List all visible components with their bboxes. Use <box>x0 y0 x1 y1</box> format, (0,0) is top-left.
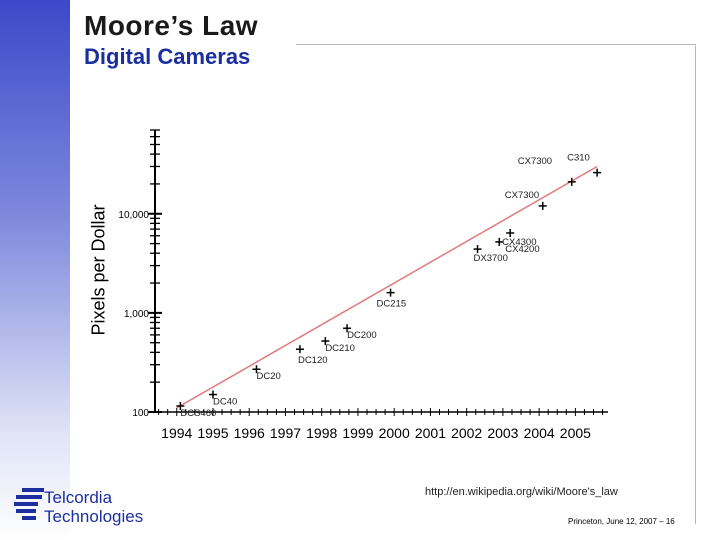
y-tick-labels: 100 1,000 10,000 <box>118 210 149 419</box>
y-minor-ticks <box>148 129 162 413</box>
x-tick-label: 1994 <box>161 425 192 441</box>
x-tick-label: 1998 <box>306 425 337 441</box>
x-tick-label: 1995 <box>197 425 228 441</box>
data-point <box>538 201 547 210</box>
x-tick-label: 2001 <box>415 425 446 441</box>
x-tick-label: 2004 <box>524 425 555 441</box>
x-minor-ticks <box>158 408 604 416</box>
data-point-label: CX4200 <box>505 244 539 255</box>
slide-subtitle: Digital Cameras <box>84 44 251 69</box>
data-point <box>473 245 482 254</box>
source-url[interactable]: http://en.wikipedia.org/wiki/Moore's_law <box>425 486 618 498</box>
y-tick-label: 10,000 <box>118 210 149 221</box>
data-point <box>208 390 217 399</box>
x-tick-label: 2005 <box>560 425 591 441</box>
x-tick-label: 2003 <box>487 425 518 441</box>
footer-text: Princeton, June 12, 2007 – 16 <box>568 517 675 526</box>
data-point <box>593 168 602 177</box>
data-point-label: DC20 <box>256 371 280 382</box>
x-tick-label: 2000 <box>379 425 410 441</box>
data-point-label: C310 <box>567 153 590 164</box>
data-point-label: CX4300 <box>502 237 536 248</box>
data-point-label: DC210 <box>325 343 355 354</box>
data-point <box>495 237 504 246</box>
sidebar-gradient <box>0 0 70 540</box>
data-point <box>252 365 261 374</box>
data-point <box>506 228 515 237</box>
data-point-label: DX3700 <box>474 253 508 264</box>
x-tick-label: 1997 <box>270 425 301 441</box>
x-tick-label: 1999 <box>342 425 373 441</box>
frame-top-rule <box>296 44 696 45</box>
data-point <box>343 324 352 333</box>
logo-line-1: Telcordia <box>44 488 113 507</box>
x-tick-label: 1996 <box>234 425 265 441</box>
data-point <box>176 401 185 410</box>
data-point-label: DC215 <box>377 299 407 310</box>
data-point-label: DC40 <box>213 397 237 408</box>
data-point-label: DC200 <box>347 330 377 341</box>
y-tick-label: 1,000 <box>124 309 149 320</box>
trend-line <box>176 165 598 409</box>
telcordia-logo-icon <box>14 488 44 520</box>
data-point <box>321 337 330 346</box>
logo-wordmark: Telcordia Technologies <box>44 488 143 526</box>
x-tick-labels: 1994 1995 1996 1997 1998 1999 2000 2001 2002 2003… <box>161 425 591 441</box>
data-point <box>386 288 395 297</box>
data-point-label: CX7300 <box>518 156 552 167</box>
data-point <box>295 345 304 354</box>
y-tick-label: 100 <box>132 408 149 419</box>
data-point-label: CX7300 <box>505 190 539 201</box>
x-tick-label: 2002 <box>451 425 482 441</box>
slide-title: Moore’s Law <box>84 10 259 41</box>
data-points <box>176 168 602 410</box>
logo-line-2: Technologies <box>44 507 144 526</box>
data-point-label: DC120 <box>298 355 328 366</box>
data-point <box>567 177 576 186</box>
frame-right-rule <box>695 44 696 524</box>
data-point-label: DCS460 <box>180 408 216 419</box>
